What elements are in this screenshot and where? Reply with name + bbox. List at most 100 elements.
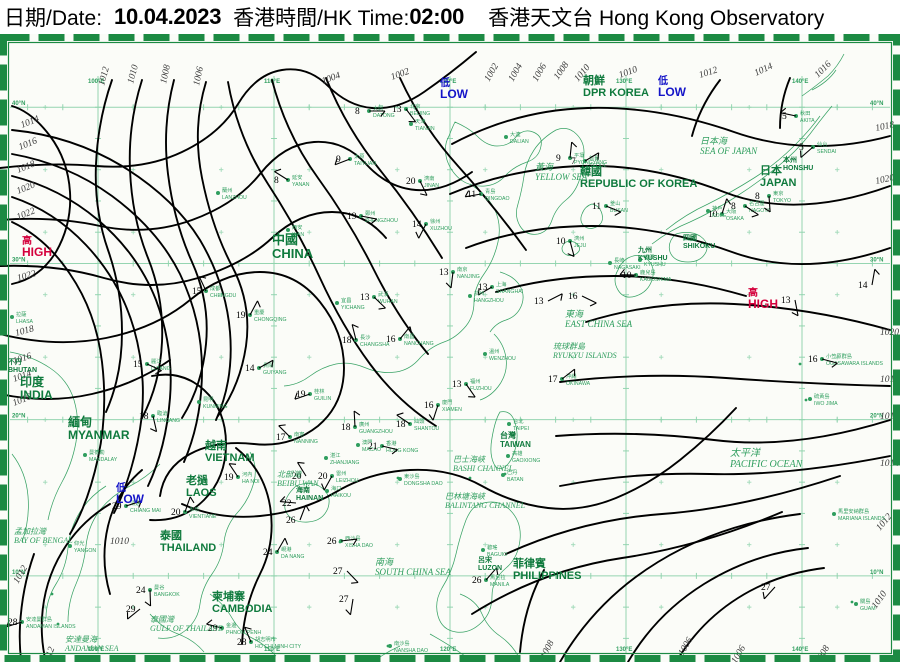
- station-temperature: 22: [282, 499, 292, 509]
- wind-barb: [206, 619, 223, 629]
- station-name-zh: 關島: [860, 597, 870, 605]
- sea-label-zh: 巴士海峽: [453, 455, 486, 464]
- station-name-zh: 麗江: [151, 358, 161, 365]
- station-name-zh: 安達曼群島: [26, 615, 52, 623]
- pressure-centre-zh: 低: [439, 76, 450, 89]
- station-name-en: LINCANG: [157, 418, 180, 424]
- station-name-zh: 高雄: [512, 449, 522, 457]
- station-name-en: VIENTIANE: [189, 514, 217, 520]
- station-dot: [356, 443, 360, 447]
- station-name-en: KYUSHU: [644, 262, 666, 268]
- station-name-en: BANGKOK: [154, 592, 180, 598]
- isobar-label: 1006: [192, 66, 206, 87]
- station-name-en: NANCHANG: [404, 341, 434, 347]
- sea-label-en: SEA OF JAPAN: [700, 146, 758, 156]
- region-label-zh: 不丹: [8, 358, 22, 366]
- station-name-zh: 長沙: [360, 334, 370, 341]
- station-plot: 13: [534, 293, 563, 307]
- station-temperature: 29: [208, 624, 218, 634]
- station-name-zh: 馬里安納群島: [838, 507, 869, 515]
- station-name-en: ANDAMAN ISLANDS: [26, 624, 76, 630]
- region-label-zh: 四國: [683, 233, 697, 242]
- station-name-zh: 首爾: [589, 154, 599, 162]
- station-name-en: YICHANG: [341, 305, 365, 311]
- sea-label-zh: 日本海: [700, 136, 729, 146]
- isobars: [0, 51, 891, 662]
- station-name-en: CHIANG MAI: [130, 508, 161, 514]
- sea-label-en: YELLOW SEA: [535, 172, 588, 182]
- wind-barb: [340, 538, 358, 546]
- station-plot: 14: [858, 268, 880, 291]
- weather-chart-map[interactable]: 40°N 40°N 30°N 30°N 20°N 20°N 10°N 10°N 100°E 100…: [0, 34, 900, 662]
- wind-barb: [351, 323, 359, 341]
- station-temperature: 13: [478, 283, 488, 293]
- wind-barb: [249, 300, 261, 316]
- station-temperature: 18: [341, 423, 351, 433]
- region-label-zh: 老撾: [185, 473, 208, 487]
- region-label-zh: 泰國: [159, 528, 182, 542]
- wind-barb: [228, 463, 239, 478]
- wind-barb: [581, 295, 597, 307]
- isobar-line: [271, 79, 429, 355]
- wind-barb: [405, 108, 417, 123]
- isobar-line: [471, 511, 783, 615]
- station-plot: 27: [761, 583, 776, 600]
- isobar-line: [0, 359, 171, 400]
- isobar-line: [0, 51, 477, 169]
- station-name-zh: 金邊: [226, 621, 237, 629]
- region-label-zh: 日本: [760, 163, 782, 177]
- sea-label-en: ANDAMAN SEA: [64, 644, 119, 653]
- station-name-en: NAGASAKI: [614, 265, 641, 271]
- station-name-zh: 臨滄: [157, 409, 167, 417]
- wind-barb: [353, 410, 361, 428]
- region-label-zh: 九州: [637, 245, 652, 254]
- isobar-line: [11, 175, 172, 487]
- isobar-line: [505, 475, 841, 555]
- station-name-zh: 長崎: [614, 256, 624, 264]
- wind-barb: [428, 404, 439, 421]
- station-name-zh: 海口: [331, 484, 341, 492]
- wind-barb: [276, 537, 289, 553]
- region-label-zh: 台灣: [500, 430, 516, 440]
- isobar-label: 1010: [110, 537, 129, 547]
- station-name-zh: 天津: [415, 118, 425, 125]
- station-temperature: 13: [781, 296, 791, 306]
- station-temperature: 16: [424, 401, 434, 411]
- island-marker: [798, 362, 802, 366]
- agency-label: 香港天文台 Hong Kong Observatory: [488, 7, 825, 30]
- station-name-zh: 昆明: [203, 396, 213, 403]
- station-name-en: DALIAN: [510, 139, 529, 145]
- isobar-line: [585, 302, 891, 331]
- wind-barb: [744, 205, 759, 218]
- date-label: 日期/Date:: [4, 7, 103, 30]
- isobar-label: 1018: [880, 375, 899, 385]
- station-name-en: WENZHOU: [489, 356, 516, 362]
- station-temperature: 26: [327, 537, 337, 547]
- wind-barb: [791, 299, 799, 317]
- region-label-en: TAIWAN: [500, 440, 531, 449]
- isobar-label: 1014: [880, 459, 899, 469]
- pressure-centre-en: LOW: [116, 492, 145, 506]
- station-dot: [832, 512, 836, 516]
- station-name-zh: 西安: [292, 223, 302, 231]
- isobar-line: [691, 79, 721, 137]
- station-name-en: XIAN: [292, 232, 304, 238]
- lat-tick-label: 20°N: [12, 414, 25, 420]
- wind-barb: [297, 461, 307, 477]
- isobar-line: [128, 79, 164, 419]
- station-name-zh: 東京: [773, 189, 783, 197]
